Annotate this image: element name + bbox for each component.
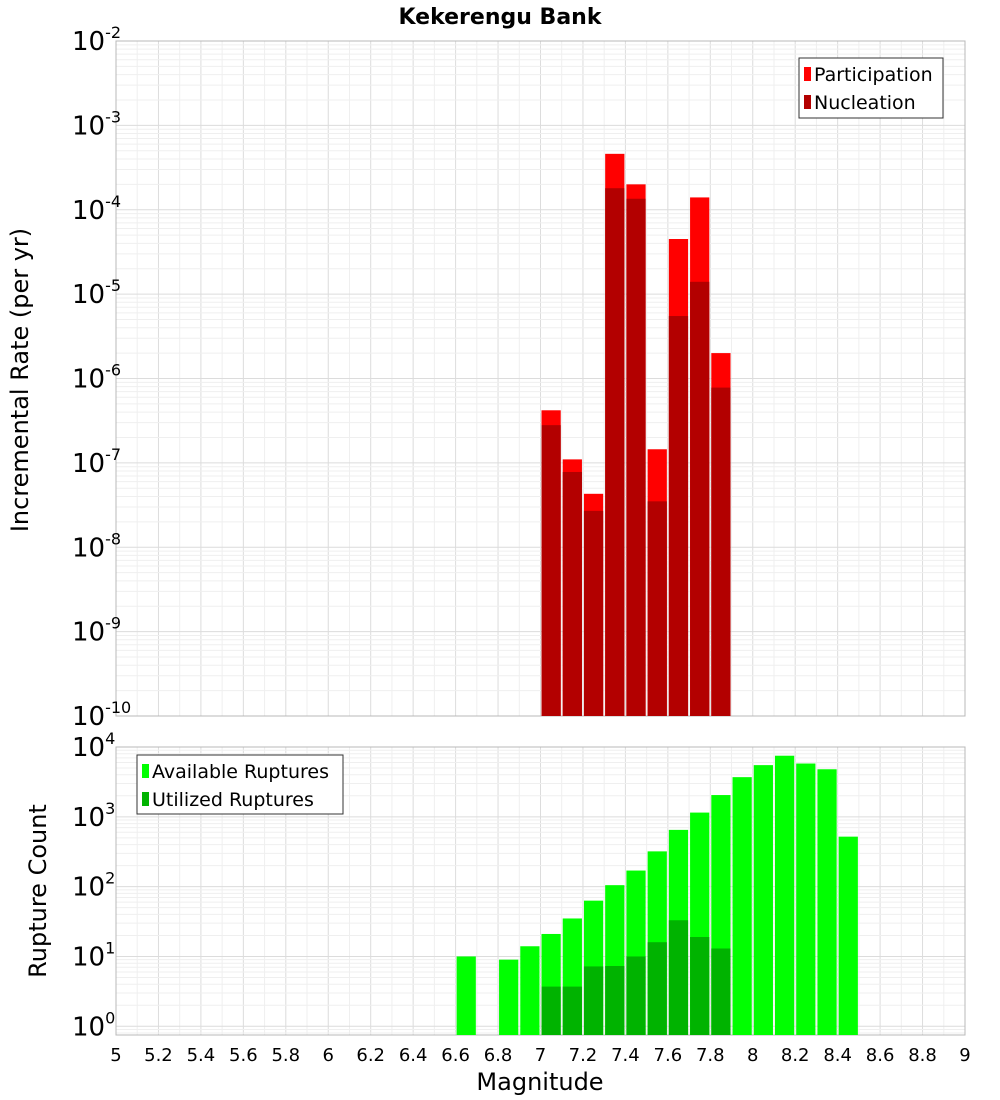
counts-bar-available-ruptures <box>774 755 795 1035</box>
rates-y-tick-label: 10-7 <box>72 445 121 479</box>
rates-y-tick-label: 10-9 <box>72 614 121 648</box>
counts-bar-utilized-ruptures <box>562 986 582 1035</box>
counts-y-tick-label: 101 <box>72 938 115 972</box>
x-tick-label: 8.8 <box>908 1045 937 1066</box>
x-tick-label: 5.8 <box>271 1045 300 1066</box>
counts-bar-utilized-ruptures <box>605 966 625 1035</box>
legend-swatch <box>142 792 149 806</box>
x-tick-label: 9 <box>959 1045 970 1066</box>
rates-legend <box>798 57 944 119</box>
rates-frame <box>115 40 966 717</box>
counts-y-tick-label: 104 <box>72 729 115 763</box>
x-tick-label: 6.8 <box>484 1045 513 1066</box>
count-y-axis-label: Rupture Count <box>24 804 52 978</box>
x-tick-label: 6 <box>323 1045 334 1066</box>
counts-y-tick-label: 102 <box>72 869 115 903</box>
legend-swatch <box>142 764 149 778</box>
rates-bar-nucleation <box>690 281 710 716</box>
x-tick-label: 6.4 <box>399 1045 428 1066</box>
x-tick-label: 6.2 <box>356 1045 385 1066</box>
x-tick-label: 8.2 <box>781 1045 810 1066</box>
rates-y-tick-label: 10-6 <box>72 361 121 395</box>
counts-bar-available-ruptures <box>796 763 816 1035</box>
counts-frame <box>115 746 966 1036</box>
counts-bar-available-ruptures <box>732 777 752 1035</box>
legend-swatch <box>804 67 811 81</box>
rates-y-tick-label: 10-8 <box>72 529 121 563</box>
x-tick-label: 5.2 <box>144 1045 173 1066</box>
chart-title: Kekerengu Bank <box>399 5 603 30</box>
rates-bar-nucleation <box>626 198 646 717</box>
rates-bar-nucleation <box>647 501 667 716</box>
counts-bar-utilized-ruptures <box>541 986 561 1035</box>
counts-bar-available-ruptures <box>456 956 476 1035</box>
x-tick-label: 7.8 <box>696 1045 725 1066</box>
legend-swatch <box>804 95 811 109</box>
legend-entry: Participation <box>814 64 933 86</box>
x-tick-label: 5.6 <box>229 1045 258 1066</box>
counts-bar-available-ruptures <box>520 946 540 1035</box>
rates-bar-nucleation <box>711 387 731 716</box>
x-tick-label: 7 <box>535 1045 546 1066</box>
x-tick-label: 8.6 <box>866 1045 895 1066</box>
x-axis-label: Magnitude <box>476 1068 603 1096</box>
legend-entry: Nucleation <box>814 92 916 114</box>
rates-bar-nucleation <box>541 425 561 716</box>
counts-bar-utilized-ruptures <box>668 920 689 1035</box>
counts-bar-utilized-ruptures <box>690 936 710 1035</box>
rates-y-tick-label: 10-10 <box>72 698 131 732</box>
counts-bar-utilized-ruptures <box>647 942 667 1035</box>
rates-bar-nucleation <box>605 188 625 717</box>
counts-bar-available-ruptures <box>817 769 837 1035</box>
x-tick-label: 7.4 <box>611 1045 640 1066</box>
rate-panel: 10-10 10-9 10-8 10-7 10-6 10-5 10-4 10-3 10-2 Par… <box>72 23 966 732</box>
rates-y-tick-label: 10-4 <box>72 192 121 226</box>
counts-bar-available-ruptures <box>499 959 519 1035</box>
counts-y-tick-label: 103 <box>72 799 115 833</box>
x-tick-label: 8.4 <box>823 1045 852 1066</box>
rates-y-tick-label: 10-5 <box>72 276 121 310</box>
rate-y-axis-label: Incremental Rate (per yr) <box>6 228 34 532</box>
x-tick-label: 5 <box>110 1045 121 1066</box>
rates-bar-nucleation <box>562 471 582 716</box>
legend-entry: Utilized Ruptures <box>152 789 314 811</box>
counts-bar-utilized-ruptures <box>626 956 646 1035</box>
legend-entry: Available Ruptures <box>152 761 329 783</box>
x-tick-label: 7.6 <box>654 1045 683 1066</box>
x-tick-label: 8 <box>747 1045 758 1066</box>
counts-legend <box>136 754 344 815</box>
x-tick-label: 5.4 <box>187 1045 216 1066</box>
rates-y-tick-label: 10-3 <box>72 107 121 141</box>
rates-bar-nucleation <box>583 510 604 716</box>
counts-bar-available-ruptures <box>838 836 858 1035</box>
rates-bar-nucleation <box>668 316 689 716</box>
counts-bar-available-ruptures <box>753 765 773 1035</box>
counts-y-tick-label: 100 <box>72 1008 115 1042</box>
counts-bar-utilized-ruptures <box>711 948 731 1035</box>
counts-bar-utilized-ruptures <box>583 966 604 1035</box>
x-tick-label: 7.2 <box>569 1045 598 1066</box>
count-panel: 100 101 102 103 104 5 5.2 5.4 5.6 5.8 6 6.2 6.4 6.6 6.… <box>72 729 971 1066</box>
rates-y-tick-label: 10-2 <box>72 23 121 57</box>
x-tick-label: 6.6 <box>441 1045 470 1066</box>
